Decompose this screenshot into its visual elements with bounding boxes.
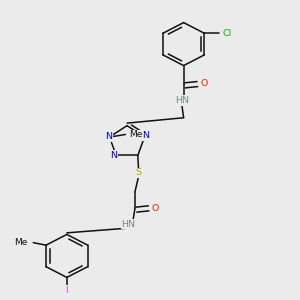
Text: N: N [105,132,112,141]
Text: HN: HN [175,96,189,105]
Text: S: S [136,168,142,177]
Text: HN: HN [122,220,136,229]
Text: N: N [142,131,149,140]
Text: N: N [111,151,118,160]
Text: Me: Me [129,130,142,139]
Text: Cl: Cl [223,29,232,38]
Text: O: O [152,204,159,213]
Text: Me: Me [15,238,28,247]
Text: O: O [200,80,208,88]
Text: I: I [65,286,68,295]
